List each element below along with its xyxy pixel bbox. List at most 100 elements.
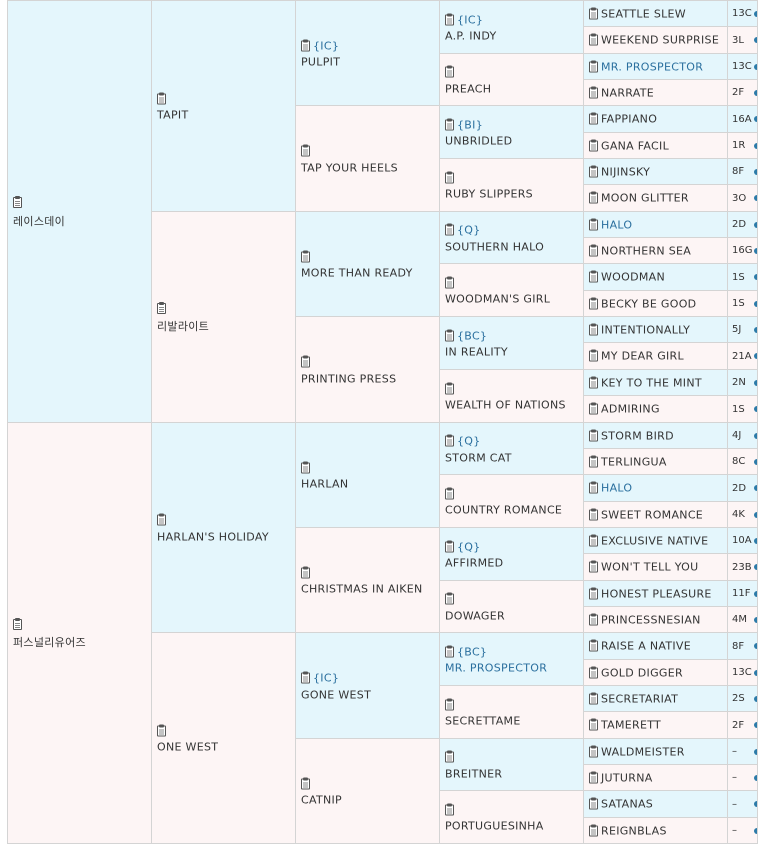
horse-name[interactable]: NIJINSKY	[601, 165, 651, 178]
clipboard-icon[interactable]	[445, 329, 454, 341]
horse-name[interactable]: TERLINGUA	[601, 455, 667, 468]
blue-dot-icon[interactable]	[754, 326, 757, 333]
horse-name[interactable]: WOODMAN'S GIRL	[445, 292, 551, 306]
blue-dot-icon[interactable]	[754, 300, 757, 307]
horse-name[interactable]: A.P. INDY	[445, 29, 497, 43]
clipboard-icon[interactable]	[13, 196, 22, 208]
blue-dot-icon[interactable]	[754, 432, 757, 439]
horse-name[interactable]: COUNTRY ROMANCE	[445, 503, 563, 517]
blue-dot-icon[interactable]	[754, 774, 757, 781]
blue-dot-icon[interactable]	[754, 353, 757, 359]
clipboard-icon[interactable]	[589, 191, 598, 204]
clipboard-icon[interactable]	[301, 144, 310, 157]
clipboard-icon[interactable]	[589, 165, 598, 177]
horse-name[interactable]: ADMIRING	[601, 402, 660, 416]
clipboard-icon[interactable]	[445, 13, 454, 25]
horse-name[interactable]: SECRETARIAT	[601, 692, 679, 705]
blue-dot-icon[interactable]	[754, 669, 757, 676]
clipboard-icon[interactable]	[157, 92, 166, 104]
horse-name[interactable]: MOON GLITTER	[601, 191, 689, 205]
clipboard-icon[interactable]	[589, 402, 598, 415]
clipboard-icon[interactable]	[445, 276, 454, 288]
clipboard-icon[interactable]	[589, 692, 598, 704]
clipboard-icon[interactable]	[589, 33, 598, 46]
horse-name[interactable]: STORM CAT	[445, 451, 512, 464]
horse-name[interactable]: HONEST PLEASURE	[601, 587, 712, 600]
horse-name[interactable]: SEATTLE SLEW	[601, 7, 686, 20]
horse-name[interactable]: PULPIT	[301, 55, 341, 69]
horse-name[interactable]: ONE WEST	[157, 740, 219, 754]
clipboard-icon[interactable]	[589, 455, 598, 467]
horse-name[interactable]: STORM BIRD	[601, 429, 674, 442]
clipboard-icon[interactable]	[445, 171, 454, 183]
horse-name[interactable]: PRINTING PRESS	[301, 372, 397, 385]
blue-dot-icon[interactable]	[754, 142, 757, 149]
horse-name[interactable]: EXCLUSIVE NATIVE	[601, 534, 709, 547]
clipboard-icon[interactable]	[157, 724, 166, 736]
blue-dot-icon[interactable]	[754, 722, 757, 728]
horse-name[interactable]: TAMERETT	[601, 718, 662, 732]
horse-name[interactable]: HALO	[601, 481, 633, 495]
blue-dot-icon[interactable]	[754, 89, 757, 96]
horse-name[interactable]: WON'T TELL YOU	[601, 560, 699, 574]
clipboard-icon[interactable]	[445, 118, 454, 130]
clipboard-icon[interactable]	[589, 60, 598, 72]
blue-dot-icon[interactable]	[754, 458, 757, 465]
clipboard-icon[interactable]	[13, 617, 22, 630]
clipboard-icon[interactable]	[589, 481, 598, 494]
clipboard-icon[interactable]	[589, 429, 598, 441]
horse-name[interactable]: SOUTHERN HALO	[445, 240, 545, 253]
horse-name[interactable]: NARRATE	[601, 86, 655, 99]
clipboard-icon[interactable]	[589, 218, 598, 230]
clipboard-icon[interactable]	[301, 355, 310, 368]
blue-dot-icon[interactable]	[754, 485, 757, 491]
blue-dot-icon[interactable]	[754, 643, 757, 649]
blue-dot-icon[interactable]	[754, 564, 757, 570]
clipboard-icon[interactable]	[589, 613, 598, 625]
horse-name[interactable]: AFFIRMED	[445, 556, 504, 570]
horse-name[interactable]: REIGNBLAS	[601, 824, 667, 837]
blue-dot-icon[interactable]	[754, 827, 757, 834]
clipboard-icon[interactable]	[445, 382, 454, 394]
clipboard-icon[interactable]	[589, 112, 598, 125]
horse-name[interactable]: WEALTH OF NATIONS	[445, 398, 566, 412]
blue-dot-icon[interactable]	[754, 195, 757, 201]
blue-dot-icon[interactable]	[754, 590, 757, 597]
blue-dot-icon[interactable]	[754, 116, 757, 122]
horse-name[interactable]: 리발라이트	[157, 320, 210, 333]
blue-dot-icon[interactable]	[754, 37, 757, 43]
blue-dot-icon[interactable]	[754, 537, 757, 544]
horse-name[interactable]: MORE THAN READY	[301, 266, 413, 280]
horse-name[interactable]: IN REALITY	[445, 345, 508, 359]
horse-name[interactable]: SECRETTAME	[445, 714, 521, 728]
clipboard-icon[interactable]	[589, 560, 598, 573]
horse-name[interactable]: GONE WEST	[301, 688, 372, 701]
clipboard-icon[interactable]	[445, 750, 454, 763]
horse-name[interactable]: HARLAN	[301, 477, 349, 491]
blue-dot-icon[interactable]	[754, 168, 757, 175]
clipboard-icon[interactable]	[589, 376, 598, 388]
blue-dot-icon[interactable]	[754, 616, 757, 623]
horse-name[interactable]: GOLD DIGGER	[601, 666, 683, 679]
blue-dot-icon[interactable]	[754, 247, 757, 254]
horse-name[interactable]: KEY TO THE MINT	[601, 376, 702, 389]
horse-name[interactable]: TAP YOUR HEELS	[301, 161, 398, 174]
clipboard-icon[interactable]	[301, 671, 310, 684]
horse-name[interactable]: CHRISTMAS IN AIKEN	[301, 582, 423, 596]
horse-name[interactable]: JUTURNA	[601, 771, 653, 784]
horse-name[interactable]: BREITNER	[445, 767, 503, 780]
clipboard-icon[interactable]	[589, 771, 598, 783]
horse-name[interactable]: WOODMAN	[601, 270, 666, 284]
clipboard-icon[interactable]	[589, 86, 598, 98]
clipboard-icon[interactable]	[445, 592, 454, 605]
horse-name[interactable]: INTENTIONALLY	[601, 323, 691, 336]
clipboard-icon[interactable]	[445, 487, 454, 499]
horse-name[interactable]: MR. PROSPECTOR	[601, 60, 704, 73]
clipboard-icon[interactable]	[589, 666, 598, 678]
clipboard-icon[interactable]	[301, 39, 310, 51]
blue-dot-icon[interactable]	[754, 63, 757, 70]
horse-name[interactable]: UNBRIDLED	[445, 134, 513, 148]
clipboard-icon[interactable]	[301, 566, 310, 578]
horse-name[interactable]: MR. PROSPECTOR	[445, 661, 548, 675]
horse-name[interactable]: PREACH	[445, 82, 492, 95]
